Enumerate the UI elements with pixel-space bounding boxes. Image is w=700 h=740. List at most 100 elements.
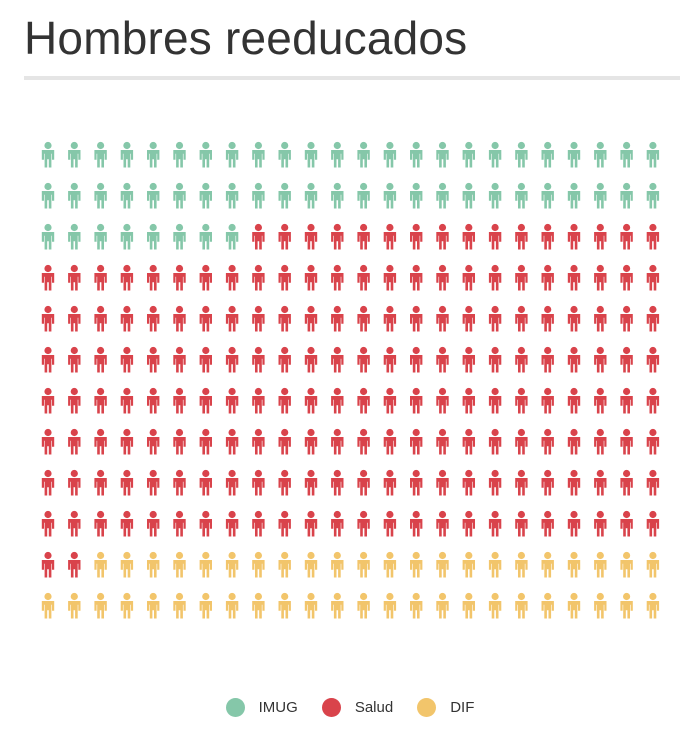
legend: IMUG Salud DIF	[0, 693, 700, 721]
person-icon-dif	[94, 551, 107, 578]
person-icon-salud	[120, 469, 134, 496]
person-icon-salud	[199, 469, 212, 496]
person-icon-salud	[278, 387, 291, 414]
person-icon-salud	[410, 428, 423, 455]
person-icon-salud	[488, 387, 502, 414]
person-icon-salud	[173, 510, 186, 537]
person-icon-salud	[199, 387, 212, 414]
person-icon-dif	[252, 551, 265, 578]
person-icon-imug	[41, 223, 55, 250]
person-icon-imug	[94, 223, 107, 250]
person-icon-imug	[199, 182, 212, 209]
person-icon-salud	[488, 469, 502, 496]
person-icon-imug	[620, 182, 633, 209]
person-icon-salud	[68, 469, 81, 496]
person-icon-salud	[199, 428, 212, 455]
person-icon-imug	[515, 182, 528, 209]
person-icon-imug	[331, 141, 344, 168]
person-icon-salud	[594, 346, 607, 373]
person-icon-salud	[541, 223, 554, 250]
person-icon-imug	[410, 141, 423, 168]
person-icon-imug	[68, 182, 81, 209]
person-icon-imug	[594, 141, 607, 168]
person-icon-salud	[173, 387, 186, 414]
person-icon-dif	[331, 592, 344, 619]
person-icon-salud	[383, 223, 397, 250]
person-icon-dif	[594, 551, 607, 578]
person-icon-dif	[41, 592, 55, 619]
person-icon-salud	[594, 387, 607, 414]
person-icon-dif	[120, 551, 134, 578]
person-icon-salud	[567, 223, 581, 250]
person-icon-salud	[68, 346, 81, 373]
person-icon-salud	[567, 387, 581, 414]
person-icon-salud	[515, 510, 528, 537]
person-icon-dif	[68, 592, 81, 619]
person-icon-salud	[331, 223, 344, 250]
person-icon-salud	[462, 469, 475, 496]
person-icon-salud	[225, 305, 239, 332]
person-icon-imug	[225, 182, 239, 209]
person-icon-imug	[383, 141, 397, 168]
person-icon-salud	[357, 223, 370, 250]
person-icon-imug	[488, 182, 502, 209]
person-icon-dif	[199, 551, 212, 578]
person-icon-salud	[225, 346, 239, 373]
person-icon-salud	[567, 469, 581, 496]
person-icon-salud	[173, 346, 186, 373]
person-icon-dif	[488, 592, 502, 619]
person-icon-salud	[488, 428, 502, 455]
person-icon-imug	[41, 182, 55, 209]
person-icon-salud	[173, 305, 186, 332]
legend-item-imug: IMUG	[225, 697, 298, 717]
person-icon-salud	[462, 428, 475, 455]
person-icon-salud	[278, 428, 291, 455]
person-icon-imug	[436, 182, 449, 209]
person-icon-imug	[383, 182, 397, 209]
person-icon-salud	[594, 223, 607, 250]
person-icon-salud	[541, 469, 554, 496]
person-icon-salud	[120, 346, 134, 373]
person-icon-salud	[594, 264, 607, 291]
person-icon-salud	[94, 428, 107, 455]
person-icon-salud	[410, 264, 423, 291]
person-icon-salud	[567, 264, 581, 291]
person-icon-dif	[410, 551, 423, 578]
person-icon-imug	[541, 141, 554, 168]
person-icon-salud	[383, 305, 397, 332]
person-icon-dif	[331, 551, 344, 578]
person-icon-salud	[357, 264, 370, 291]
person-icon-salud	[94, 264, 107, 291]
person-icon-dif	[567, 592, 581, 619]
person-icon-salud	[304, 223, 318, 250]
person-icon-salud	[120, 264, 134, 291]
person-icon-dif	[383, 592, 397, 619]
person-icon-salud	[383, 510, 397, 537]
person-icon-dif	[225, 551, 239, 578]
person-icon-dif	[488, 551, 502, 578]
person-icon-salud	[462, 346, 475, 373]
person-icon-salud	[620, 469, 633, 496]
legend-label: IMUG	[258, 698, 298, 716]
title-divider	[24, 76, 680, 80]
person-icon-dif	[225, 592, 239, 619]
person-icon-imug	[567, 182, 581, 209]
legend-swatch	[417, 697, 437, 717]
person-icon-salud	[436, 469, 449, 496]
person-icon-salud	[515, 387, 528, 414]
person-icon-salud	[68, 428, 81, 455]
person-icon-salud	[68, 305, 81, 332]
person-icon-salud	[331, 387, 344, 414]
person-icon-salud	[436, 387, 449, 414]
person-icon-salud	[94, 387, 107, 414]
person-icon-salud	[41, 264, 55, 291]
legend-item-dif: DIF	[417, 697, 474, 717]
person-icon-dif	[383, 551, 397, 578]
person-icon-salud	[331, 469, 344, 496]
person-icon-imug	[462, 141, 475, 168]
person-icon-salud	[41, 469, 55, 496]
person-icon-salud	[620, 428, 633, 455]
person-icon-imug	[620, 141, 633, 168]
person-icon-imug	[173, 223, 186, 250]
person-icon-salud	[515, 428, 528, 455]
